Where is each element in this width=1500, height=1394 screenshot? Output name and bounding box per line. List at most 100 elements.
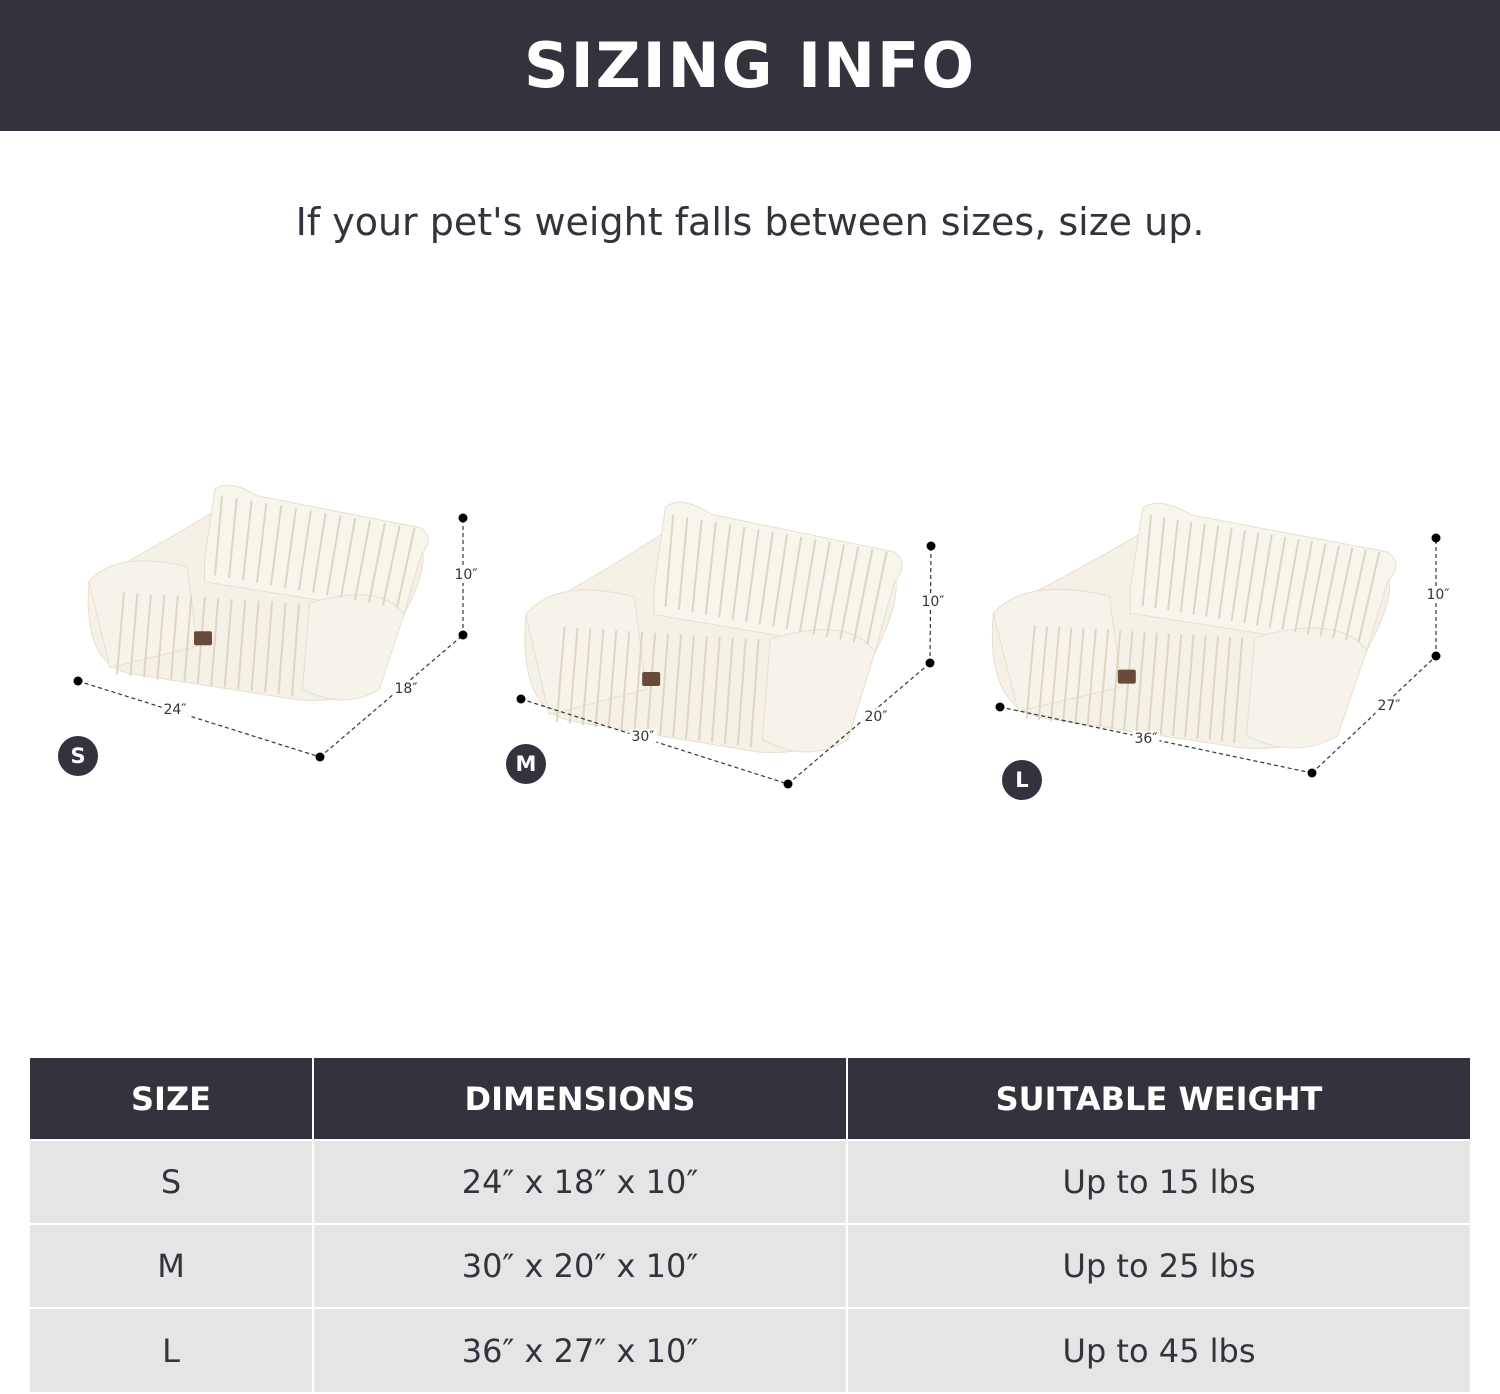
bed-brand-tag	[1117, 669, 1136, 684]
dimension-dot	[458, 630, 468, 640]
bed-right-arm	[301, 594, 405, 701]
dimension-dot	[73, 676, 83, 686]
bed-rib	[129, 593, 139, 676]
bed-rib	[242, 500, 253, 581]
bed-rib	[731, 526, 746, 620]
bed-rib	[745, 529, 760, 623]
bed-rib	[210, 598, 220, 686]
sizing-table: SIZE DIMENSIONS SUITABLE WEIGHT S 24″ x …	[30, 1058, 1470, 1392]
bed-rib	[1135, 631, 1146, 732]
bed-rib	[812, 541, 831, 635]
bed-illustrations	[73, 484, 1441, 789]
dimension-dot	[926, 541, 936, 551]
weight-cell: Up to 45 lbs	[847, 1307, 1470, 1392]
bed-rib	[1319, 545, 1340, 637]
dimension-dot	[1431, 651, 1441, 661]
bed-rib	[1037, 626, 1049, 721]
bed-rib	[1332, 547, 1354, 639]
table-row: M 30″ x 20″ x 10″ Up to 25 lbs	[30, 1223, 1470, 1308]
bed-rib	[1049, 626, 1061, 722]
bed-rib	[298, 510, 312, 591]
col-weight: SUITABLE WEIGHT	[847, 1058, 1470, 1140]
bed-rib	[1192, 523, 1206, 615]
bed-rib	[382, 525, 401, 606]
bed-brand-tag	[642, 672, 661, 686]
bed-rib	[1217, 528, 1233, 620]
bed-s-height-label: 10″	[452, 567, 480, 583]
bed-rib	[354, 520, 372, 601]
size-badge-s: S	[58, 736, 98, 776]
bed-rib	[1159, 633, 1171, 735]
weight-cell: Up to 15 lbs	[847, 1139, 1470, 1224]
bed-rib	[839, 546, 860, 640]
bed-rib	[368, 522, 386, 603]
bed-rib	[1230, 530, 1246, 622]
dimensions-cell: 36″ x 27″ x 10″	[313, 1307, 848, 1392]
bed-m-height-label: 10″	[919, 594, 947, 610]
bed-rib	[581, 628, 592, 726]
dimension-line	[1311, 655, 1437, 774]
dimension-dot	[516, 694, 526, 704]
bed-rib	[169, 595, 179, 681]
bed-rib	[1098, 629, 1110, 728]
col-size: SIZE	[30, 1058, 314, 1140]
bed-rib	[284, 508, 298, 588]
bed-rib	[326, 515, 342, 596]
dimensions-cell: 30″ x 20″ x 10″	[313, 1223, 848, 1308]
bed-l-width-label: 27″	[1375, 698, 1403, 714]
page-title: SIZING INFO	[523, 29, 977, 102]
bed-rib	[825, 544, 845, 638]
bed-rib	[1074, 628, 1085, 725]
bed-rib	[264, 601, 274, 693]
bed-rib	[607, 630, 618, 729]
bed-rib	[1062, 627, 1073, 724]
bed-rib	[1281, 538, 1300, 630]
bed-left-arm	[88, 560, 199, 669]
bed-rib	[228, 498, 238, 578]
size-cell: S	[30, 1139, 314, 1224]
bed-rib	[396, 527, 416, 608]
bed-backrest	[653, 501, 903, 653]
bed-rib	[758, 531, 774, 625]
bed-rib	[270, 505, 283, 586]
bed-rib	[633, 631, 644, 733]
size-cell: L	[30, 1307, 314, 1392]
bed-right-arm	[761, 629, 876, 753]
bed-rib	[772, 534, 789, 628]
bed-rib	[1205, 525, 1220, 617]
bed-rib	[1147, 632, 1158, 734]
bed-rib	[620, 631, 631, 731]
bed-rib	[1110, 630, 1122, 729]
bed-rib	[1141, 515, 1152, 606]
bed-rib	[1025, 625, 1036, 719]
size-cell: M	[30, 1223, 314, 1308]
dimension-line	[787, 662, 931, 785]
bed-s-length-label: 24″	[161, 702, 189, 718]
bed-rib	[116, 592, 125, 675]
bed-rib	[711, 636, 721, 743]
bed-rib	[142, 594, 152, 678]
dimension-dot	[458, 513, 468, 523]
bed-rib	[214, 495, 223, 576]
bed-m-width-label: 20″	[862, 709, 890, 725]
bed-rib	[1233, 637, 1244, 744]
bed-left-arm	[525, 589, 647, 716]
bed-brand-tag	[194, 631, 212, 646]
bed-right-arm	[1245, 627, 1368, 749]
bed-rib	[312, 512, 327, 593]
dimension-line	[77, 680, 321, 758]
bed-rib	[723, 637, 734, 744]
bed-rib	[1294, 541, 1314, 633]
bed-rib	[156, 594, 166, 680]
size-badge-l: L	[1002, 760, 1042, 800]
table-row: L 36″ x 27″ x 10″ Up to 45 lbs	[30, 1307, 1470, 1392]
bed-l-length-label: 36″	[1132, 731, 1160, 747]
bed-rib	[749, 639, 760, 748]
dimension-dot	[315, 752, 325, 762]
bed-rib	[1306, 543, 1327, 635]
bed-rib	[1268, 536, 1287, 628]
bed-rib	[277, 602, 287, 695]
bed-backrest	[1129, 502, 1397, 651]
table-header-row: SIZE DIMENSIONS SUITABLE WEIGHT	[30, 1058, 1470, 1140]
bed-rib	[866, 551, 888, 645]
